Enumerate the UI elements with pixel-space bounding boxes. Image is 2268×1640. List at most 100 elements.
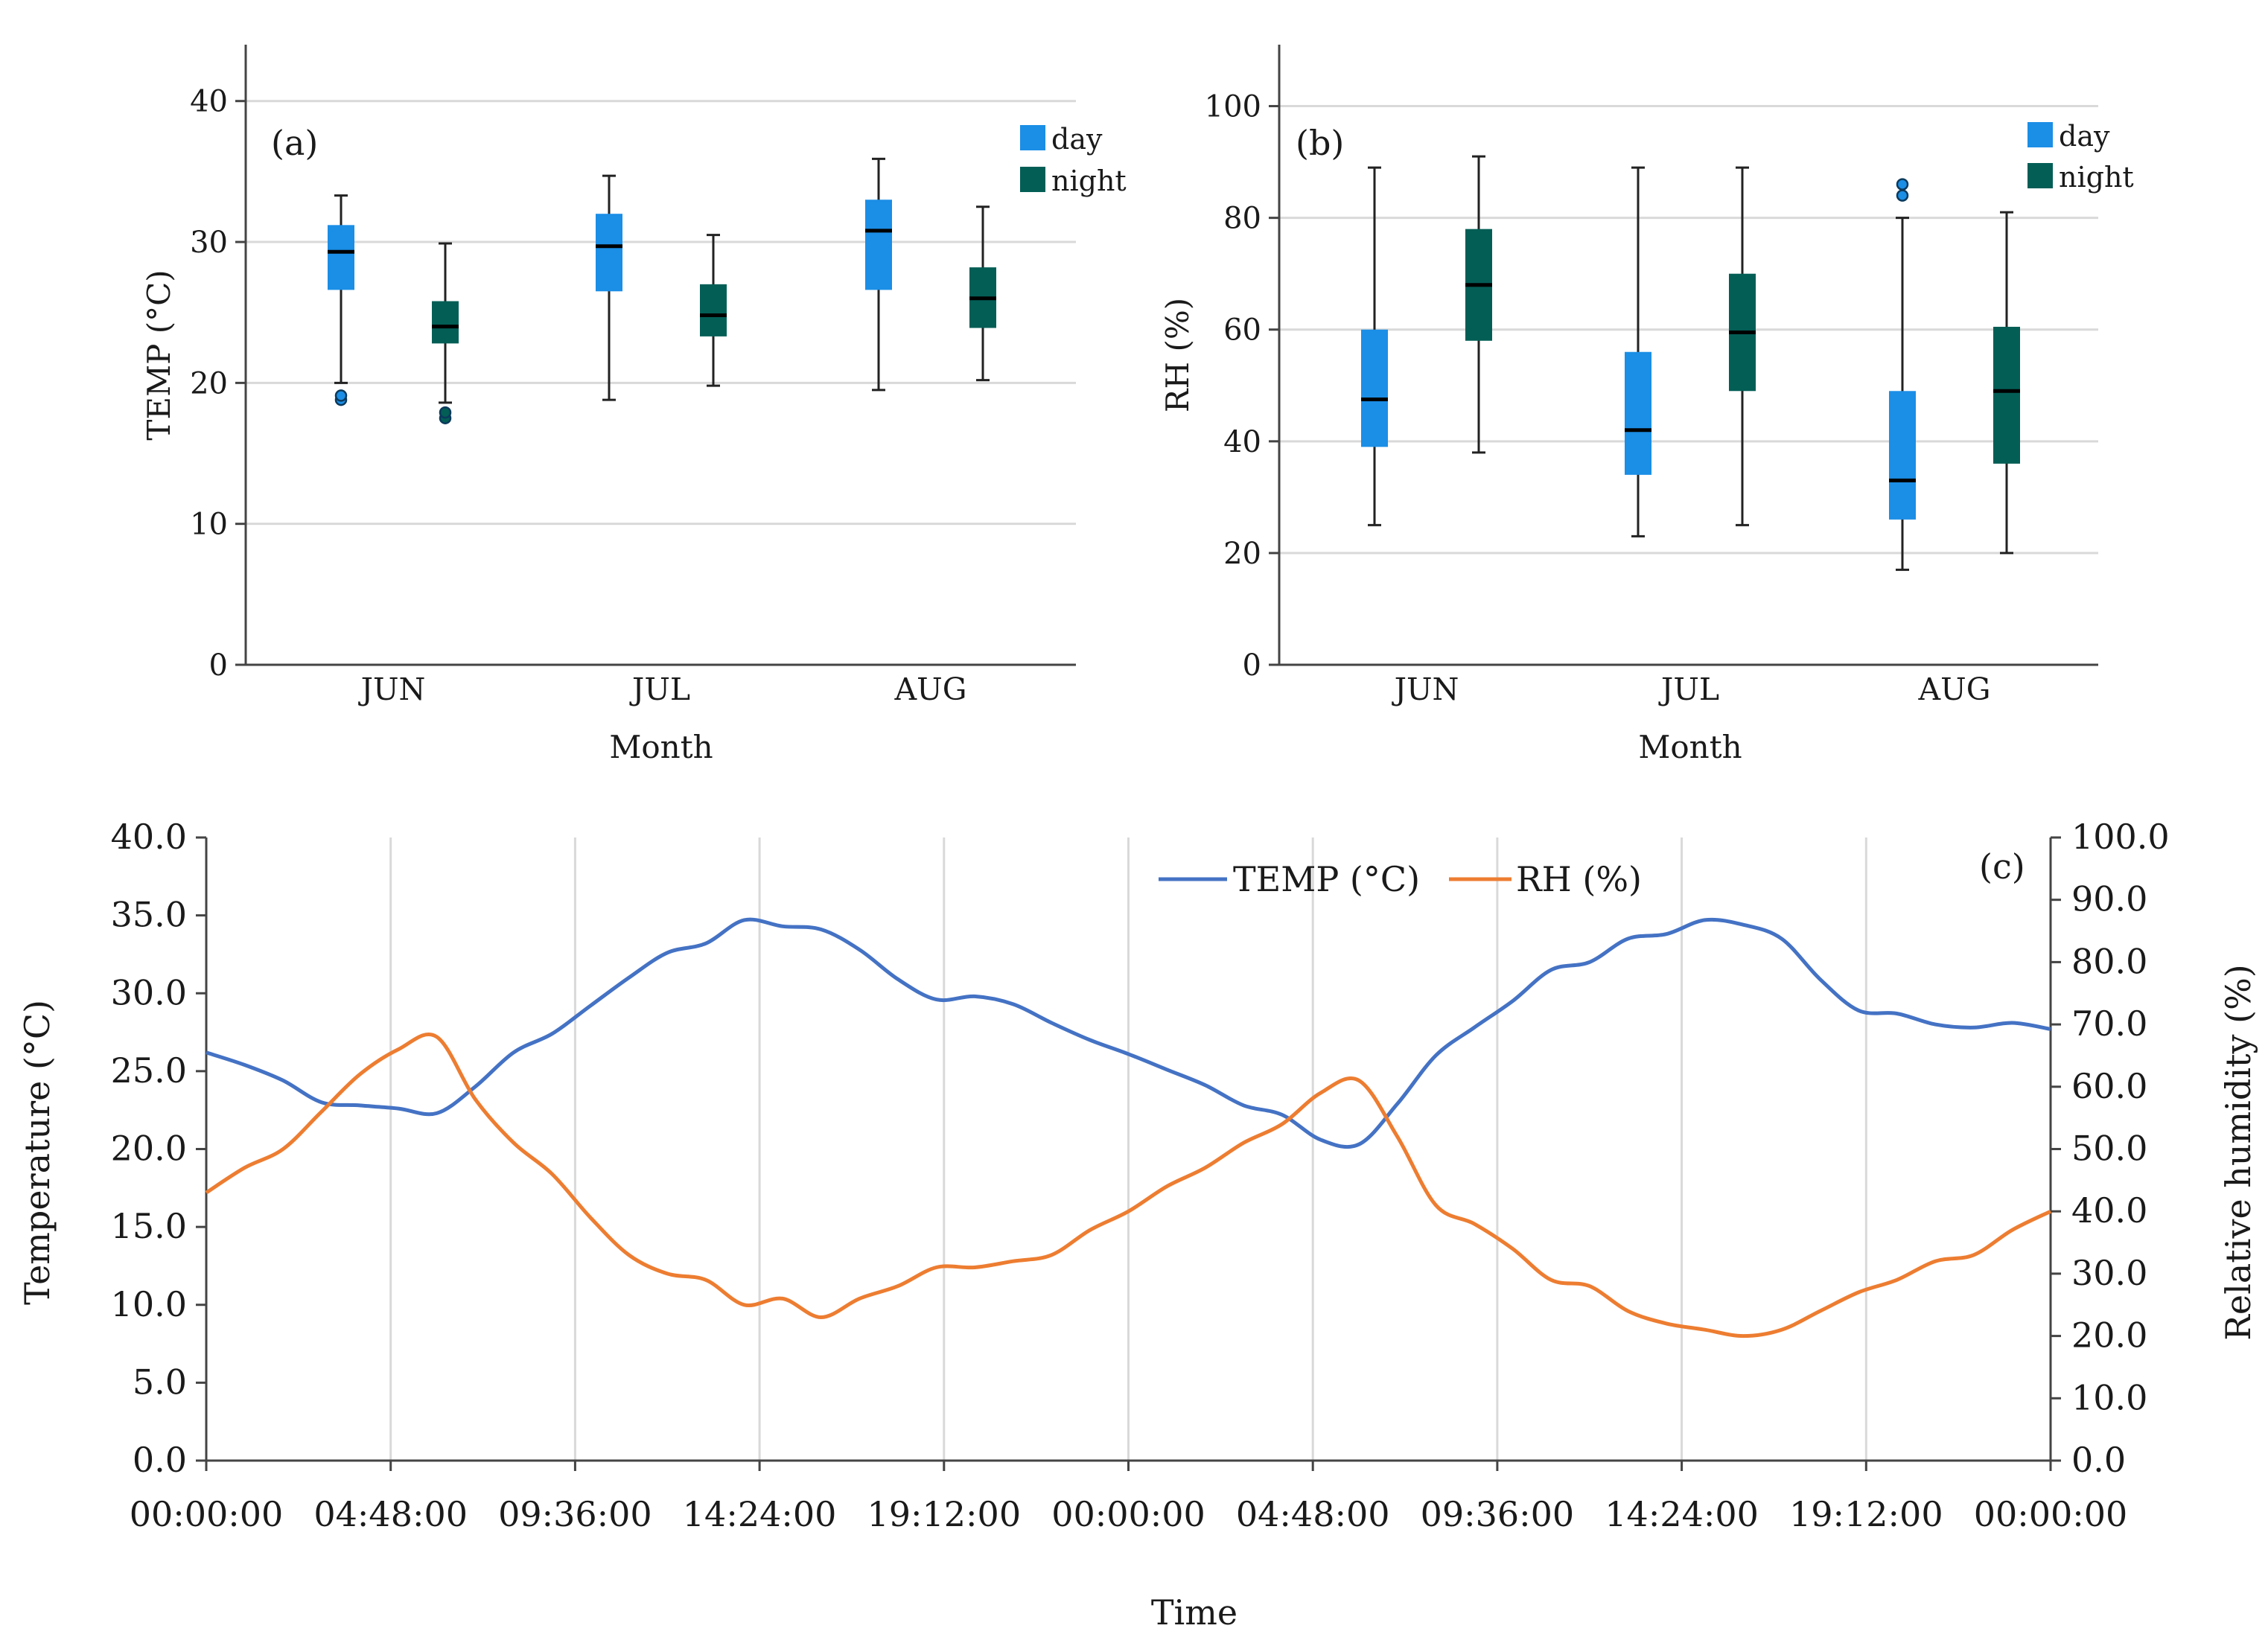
iqr-box	[328, 225, 354, 290]
pa-box-night-jul	[700, 234, 727, 387]
panel-c-right-tick-label: 70.0	[2071, 1004, 2147, 1044]
panel-b-legend-day-swatch	[2027, 122, 2053, 147]
panel-c-left-tick-label: 35.0	[111, 895, 187, 935]
pb-box-night-aug	[1993, 211, 2020, 555]
panel-a-legend-day-swatch	[1020, 125, 1045, 150]
pa-y-tick-label: 10	[190, 508, 228, 542]
panel-c-y-label: Temperature (°C)	[17, 1000, 57, 1305]
pa-y-tick-label: 30	[190, 226, 228, 260]
panel-c-right-ticks: 0.0 10.0 20.0 30.0 40.0 50.0 60.0 70.0 80.0 90.0 1…	[2051, 817, 2170, 1480]
panel-c-left-tick-label: 40.0	[111, 817, 187, 857]
panel-a-legend-night-swatch	[1020, 167, 1045, 192]
panel-c-x-tick-label: 14:24:00	[1605, 1494, 1759, 1534]
panel-c-left-tick-label: 25.0	[111, 1050, 187, 1091]
panel-c-temp-line	[206, 917, 2051, 1149]
panel-c-x-label: Time	[1151, 1592, 1237, 1633]
panel-c-right-tick-label: 20.0	[2071, 1315, 2147, 1356]
panel-b-x-label: Month	[1638, 729, 1742, 765]
panel-c-right-tick-label: 100.0	[2071, 817, 2170, 857]
panel-c-series-lines	[205, 917, 2052, 1339]
pa-y-tick-label: 0	[209, 648, 228, 683]
panel-c-right-tick-label: 10.0	[2071, 1377, 2147, 1417]
panel-c-left-tick-label: 20.0	[111, 1129, 187, 1169]
panel-a-legend: day night	[1020, 123, 1127, 197]
panel-c-left-ticks: 0.0 5.0 10.0 15.0 20.0 25.0 30.0 35.0 40.0	[111, 817, 206, 1480]
iqr-box	[1889, 391, 1916, 520]
panel-c-time-series: 0.0 5.0 10.0 15.0 20.0 25.0 30.0 35.0 40.0 0.0 10…	[17, 817, 2258, 1633]
panel-a-label: (a)	[271, 123, 318, 163]
pa-box-night-jun	[432, 242, 459, 424]
pb-box-day-jul	[1625, 166, 1651, 537]
pb-box-night-jun	[1465, 155, 1492, 454]
panel-c-legend-temp-label: TEMP (°C)	[1233, 859, 1420, 899]
outlier-point	[439, 406, 452, 419]
pa-box-day-jun	[328, 194, 354, 406]
panel-c-right-tick-label: 40.0	[2071, 1190, 2147, 1231]
panel-b-label: (b)	[1296, 123, 1344, 163]
iqr-box	[1625, 351, 1651, 475]
panel-c-label: (c)	[1979, 846, 2025, 887]
panel-b-x-categories: JUN JUL AUG	[1392, 671, 1991, 707]
pb-x-category-label: AUG	[1918, 671, 1991, 707]
pa-x-category-label: JUN	[358, 671, 426, 707]
pb-y-tick-label: 100	[1205, 90, 1261, 124]
panel-a-legend-day-label: day	[1051, 123, 1103, 156]
panel-b-gridlines	[1279, 105, 2098, 555]
pa-x-category-label: AUG	[894, 671, 967, 707]
panel-c-x-tick-label: 14:24:00	[683, 1494, 837, 1534]
outlier-point	[1896, 178, 1909, 191]
panel-c-rh-line	[205, 1032, 2052, 1339]
pb-box-day-aug	[1889, 178, 1916, 571]
panel-c-right-tick-label: 80.0	[2071, 941, 2147, 981]
outlier-point	[334, 389, 348, 402]
panel-a-y-ticks: 0 10 20 30 40	[190, 85, 246, 683]
panel-c-left-tick-label: 10.0	[111, 1284, 187, 1324]
panel-c-x-tick-label: 04:48:00	[1236, 1494, 1390, 1534]
outlier-point	[1896, 189, 1909, 202]
panel-c-gridlines	[389, 837, 1867, 1461]
pb-y-tick-label: 60	[1223, 313, 1261, 348]
panel-c-right-tick-label: 60.0	[2071, 1066, 2147, 1106]
iqr-box	[700, 284, 727, 336]
panel-a-x-categories: JUN JUL AUG	[358, 671, 967, 707]
panel-c-right-tick-label: 0.0	[2071, 1440, 2126, 1480]
panel-a-gridlines	[246, 100, 1076, 526]
panel-c-x-tick-label: 00:00:00	[130, 1494, 284, 1534]
panel-a-x-label: Month	[609, 729, 713, 765]
pb-box-night-jul	[1729, 166, 1756, 526]
panel-c-x-ticks: 00:00:00 04:48:00 09:36:00 14:24:00 19:12:00…	[130, 1461, 2128, 1534]
panel-c-left-tick-label: 15.0	[111, 1206, 187, 1246]
panel-c-right-tick-label: 30.0	[2071, 1253, 2147, 1293]
panel-c-y2-label: Relative humidity (%)	[2218, 964, 2258, 1340]
pb-x-category-label: JUL	[1658, 671, 1719, 707]
panel-b-legend-day-label: day	[2059, 120, 2110, 153]
panel-c-x-tick-label: 00:00:00	[1974, 1494, 2128, 1534]
panel-a-boxes	[328, 157, 996, 424]
panel-a-legend-night-label: night	[1051, 165, 1127, 197]
panel-b-boxes	[1361, 155, 2020, 571]
pb-y-tick-label: 0	[1243, 648, 1261, 683]
panel-a-y-label: TEMP (°C)	[141, 269, 177, 440]
panel-b-legend: day night	[2027, 120, 2134, 194]
panel-c-left-tick-label: 0.0	[133, 1440, 187, 1480]
pb-y-tick-label: 40	[1223, 425, 1261, 459]
panel-b-legend-night-swatch	[2027, 163, 2053, 188]
panel-b-legend-night-label: night	[2059, 161, 2134, 194]
panel-b-y-label: RH (%)	[1159, 298, 1196, 412]
iqr-box	[1993, 326, 2020, 464]
panel-c-right-tick-label: 50.0	[2071, 1129, 2147, 1169]
iqr-box	[432, 301, 459, 344]
pb-y-tick-label: 80	[1223, 202, 1261, 236]
panel-c-left-tick-label: 5.0	[133, 1362, 187, 1402]
pa-box-day-jul	[596, 174, 622, 401]
pa-box-day-aug	[865, 157, 892, 392]
iqr-box	[865, 200, 892, 290]
pa-x-category-label: JUL	[629, 671, 690, 707]
pb-box-day-jun	[1361, 166, 1388, 526]
iqr-box	[1361, 329, 1388, 447]
pb-x-category-label: JUN	[1392, 671, 1459, 707]
panel-b-y-ticks: 0 20 40 60 80 100	[1205, 90, 1279, 683]
